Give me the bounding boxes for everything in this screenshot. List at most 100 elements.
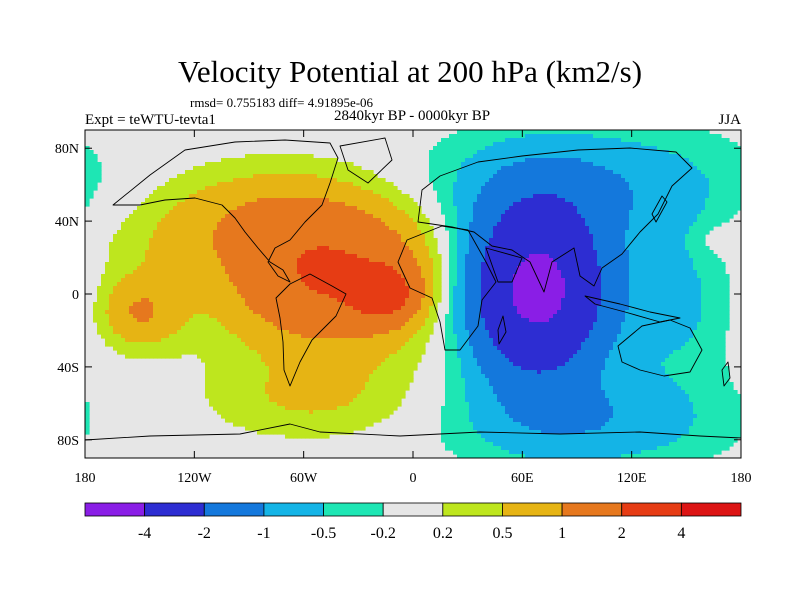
field-cell bbox=[209, 338, 214, 343]
field-cell bbox=[341, 394, 346, 399]
field-cell bbox=[273, 326, 278, 331]
field-cell bbox=[305, 178, 310, 183]
field-cell bbox=[313, 298, 318, 303]
field-cell bbox=[329, 330, 334, 335]
field-cell bbox=[261, 222, 266, 227]
field-cell bbox=[129, 270, 134, 275]
field-cell bbox=[305, 342, 310, 347]
field-cell bbox=[397, 370, 402, 375]
field-cell bbox=[357, 238, 362, 243]
field-cell bbox=[425, 298, 430, 303]
field-cell bbox=[397, 318, 402, 323]
field-cell bbox=[137, 302, 142, 307]
field-cell bbox=[253, 370, 258, 375]
field-cell bbox=[305, 158, 310, 163]
field-cell bbox=[313, 162, 318, 167]
field-cell bbox=[241, 206, 246, 211]
field-cell bbox=[225, 210, 230, 215]
field-cell bbox=[201, 310, 206, 315]
field-cell bbox=[377, 214, 382, 219]
field-cell bbox=[205, 234, 210, 239]
field-cell bbox=[445, 414, 450, 419]
field-cell bbox=[385, 338, 390, 343]
field-cell bbox=[265, 378, 270, 383]
field-cell bbox=[293, 346, 298, 351]
field-cell bbox=[433, 286, 438, 291]
field-cell bbox=[437, 162, 442, 167]
field-cell bbox=[337, 354, 342, 359]
field-cell bbox=[229, 258, 234, 263]
field-cell bbox=[129, 214, 134, 219]
field-cell bbox=[201, 298, 206, 303]
field-cell bbox=[233, 278, 238, 283]
field-cell bbox=[285, 342, 290, 347]
field-cell bbox=[197, 198, 202, 203]
field-cell bbox=[229, 178, 234, 183]
field-cell bbox=[261, 226, 266, 231]
field-cell bbox=[145, 294, 150, 299]
field-cell bbox=[229, 366, 234, 371]
field-cell bbox=[389, 254, 394, 259]
field-cell bbox=[185, 170, 190, 175]
field-cell bbox=[397, 386, 402, 391]
field-cell bbox=[137, 338, 142, 343]
field-cell bbox=[153, 322, 158, 327]
field-cell bbox=[193, 250, 198, 255]
field-cell bbox=[197, 238, 202, 243]
field-cell bbox=[309, 434, 314, 439]
field-cell bbox=[369, 210, 374, 215]
field-cell bbox=[261, 218, 266, 223]
field-cell bbox=[393, 218, 398, 223]
field-cell bbox=[345, 406, 350, 411]
field-cell bbox=[161, 254, 166, 259]
field-cell bbox=[261, 230, 266, 235]
field-cell bbox=[85, 178, 90, 183]
field-cell bbox=[373, 354, 378, 359]
field-cell bbox=[85, 182, 90, 187]
field-cell bbox=[113, 306, 118, 311]
field-cell bbox=[217, 346, 222, 351]
field-cell bbox=[417, 250, 422, 255]
field-cell bbox=[445, 418, 450, 423]
field-cell bbox=[165, 342, 170, 347]
field-cell bbox=[269, 394, 274, 399]
field-cell bbox=[373, 218, 378, 223]
field-cell bbox=[245, 394, 250, 399]
field-cell bbox=[293, 270, 298, 275]
field-cell bbox=[289, 238, 294, 243]
field-cell bbox=[225, 258, 230, 263]
field-cell bbox=[317, 350, 322, 355]
field-cell bbox=[149, 334, 154, 339]
field-cell bbox=[177, 334, 182, 339]
field-cell bbox=[181, 230, 186, 235]
field-cell bbox=[345, 226, 350, 231]
field-cell bbox=[341, 282, 346, 287]
field-cell bbox=[201, 342, 206, 347]
field-cell bbox=[401, 362, 406, 367]
field-cell bbox=[161, 350, 166, 355]
field-cell bbox=[277, 190, 282, 195]
field-cell bbox=[137, 334, 142, 339]
field-cell bbox=[325, 214, 330, 219]
field-cell bbox=[361, 418, 366, 423]
field-cell bbox=[357, 314, 362, 319]
field-cell bbox=[365, 402, 370, 407]
field-cell bbox=[229, 166, 234, 171]
field-cell bbox=[261, 266, 266, 271]
field-cell bbox=[141, 210, 146, 215]
field-cell bbox=[89, 186, 94, 191]
field-cell bbox=[365, 346, 370, 351]
field-cell bbox=[149, 306, 154, 311]
field-cell bbox=[189, 238, 194, 243]
field-cell bbox=[277, 258, 282, 263]
field-cell bbox=[337, 350, 342, 355]
field-cell bbox=[449, 162, 454, 167]
field-cell bbox=[129, 274, 134, 279]
field-cell bbox=[317, 278, 322, 283]
field-cell bbox=[249, 386, 254, 391]
field-cell bbox=[329, 358, 334, 363]
field-cell bbox=[125, 334, 130, 339]
field-cell bbox=[257, 306, 262, 311]
field-cell bbox=[129, 242, 134, 247]
field-cell bbox=[205, 242, 210, 247]
